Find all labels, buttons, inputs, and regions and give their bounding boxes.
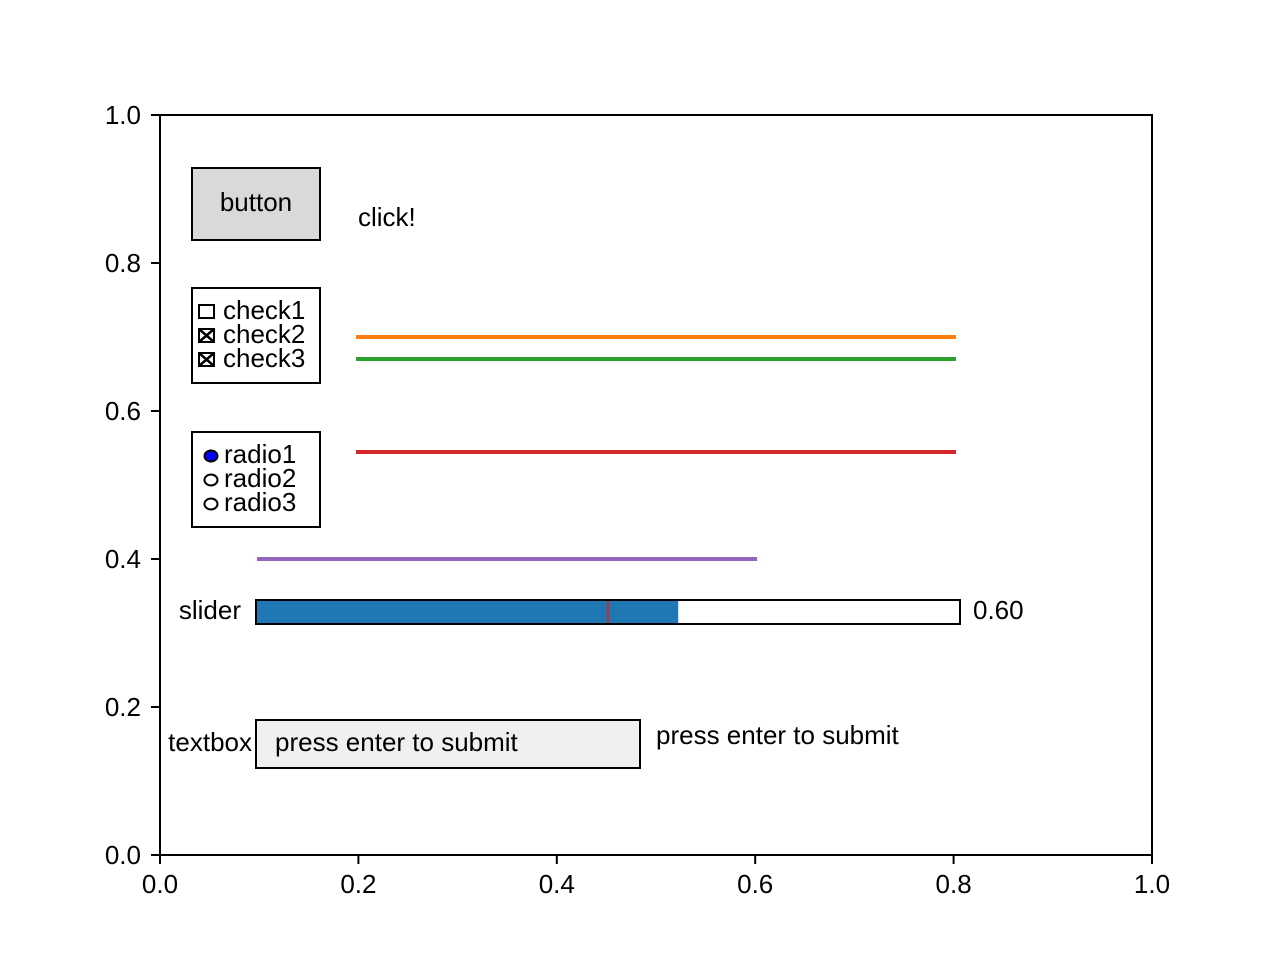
textbox-field[interactable] bbox=[255, 719, 641, 769]
x-tick-label: 1.0 bbox=[1134, 869, 1170, 899]
textbox[interactable]: textbox press enter to submit bbox=[168, 719, 641, 769]
radio-label: radio2 bbox=[224, 463, 296, 493]
textbox-value[interactable]: press enter to submit bbox=[275, 727, 519, 757]
radio-option-radio1[interactable]: radio1 bbox=[203, 439, 297, 469]
checkbox-label: check2 bbox=[223, 319, 305, 349]
checkbox-checked-mark bbox=[198, 352, 215, 367]
radio-circle[interactable] bbox=[203, 449, 219, 463]
checkbox-checked-mark bbox=[198, 328, 215, 343]
checkbox-label: check1 bbox=[223, 295, 305, 325]
slider-fill[interactable] bbox=[257, 601, 679, 623]
y-tick-3: 0.6 bbox=[105, 396, 160, 426]
checkbox-group-frame bbox=[191, 287, 321, 384]
radio-group: radio1 radio2 radio3 bbox=[191, 431, 321, 528]
y-tick-label: 0.6 bbox=[105, 396, 141, 426]
y-tick-2: 0.4 bbox=[105, 544, 160, 574]
slider[interactable]: slider 0.60 bbox=[179, 595, 1024, 625]
radio-option-radio3[interactable]: radio3 bbox=[203, 487, 297, 517]
x-tick-2: 0.4 bbox=[539, 855, 575, 899]
radio-circle[interactable] bbox=[203, 473, 219, 487]
y-tick-5: 1.0 bbox=[105, 100, 160, 130]
slider-value-text: 0.60 bbox=[973, 595, 1024, 625]
x-tick-0: 0.0 bbox=[142, 855, 178, 899]
x-tick-5: 1.0 bbox=[1134, 855, 1170, 899]
button-output-text: click! bbox=[358, 202, 416, 232]
y-tick-label: 0.0 bbox=[105, 840, 141, 870]
x-tick-label: 0.2 bbox=[340, 869, 376, 899]
x-tick-4: 0.8 bbox=[936, 855, 972, 899]
axes-frame bbox=[159, 114, 1153, 856]
x-tick-3: 0.6 bbox=[737, 855, 773, 899]
checkbox-check2[interactable]: check2 bbox=[198, 319, 305, 349]
radio-label: radio3 bbox=[224, 487, 296, 517]
textbox-output-text: press enter to submit bbox=[656, 720, 900, 750]
radio-circle[interactable] bbox=[203, 497, 219, 511]
checkbox-group: check1 check2 check3 bbox=[191, 287, 321, 384]
button-label: button bbox=[220, 187, 292, 217]
x-tick-label: 0.8 bbox=[936, 869, 972, 899]
button[interactable]: button bbox=[191, 167, 321, 241]
checkbox-label: check3 bbox=[223, 343, 305, 373]
y-tick-label: 0.2 bbox=[105, 692, 141, 722]
y-axis: 0.0 0.2 0.4 0.6 0.8 1.0 bbox=[105, 100, 160, 870]
y-tick-label: 1.0 bbox=[105, 100, 141, 130]
button-face[interactable] bbox=[191, 167, 321, 241]
x-tick-label: 0.0 bbox=[142, 869, 178, 899]
y-tick-label: 0.8 bbox=[105, 248, 141, 278]
radio-option-radio2[interactable]: radio2 bbox=[203, 463, 297, 493]
x-tick-label: 0.4 bbox=[539, 869, 575, 899]
x-tick-label: 0.6 bbox=[737, 869, 773, 899]
checkbox-box[interactable] bbox=[198, 304, 215, 319]
y-tick-0: 0.0 bbox=[105, 840, 160, 870]
checkbox-check1[interactable]: check1 bbox=[198, 295, 305, 325]
textbox-label: textbox bbox=[168, 727, 252, 757]
y-tick-4: 0.8 bbox=[105, 248, 160, 278]
x-axis: 0.0 0.2 0.4 0.6 0.8 1.0 bbox=[142, 855, 1170, 899]
slider-label: slider bbox=[179, 595, 241, 625]
radio-label: radio1 bbox=[224, 439, 296, 469]
y-tick-1: 0.2 bbox=[105, 692, 160, 722]
checkbox-check3[interactable]: check3 bbox=[198, 343, 305, 373]
y-tick-label: 0.4 bbox=[105, 544, 141, 574]
x-tick-1: 0.2 bbox=[340, 855, 376, 899]
